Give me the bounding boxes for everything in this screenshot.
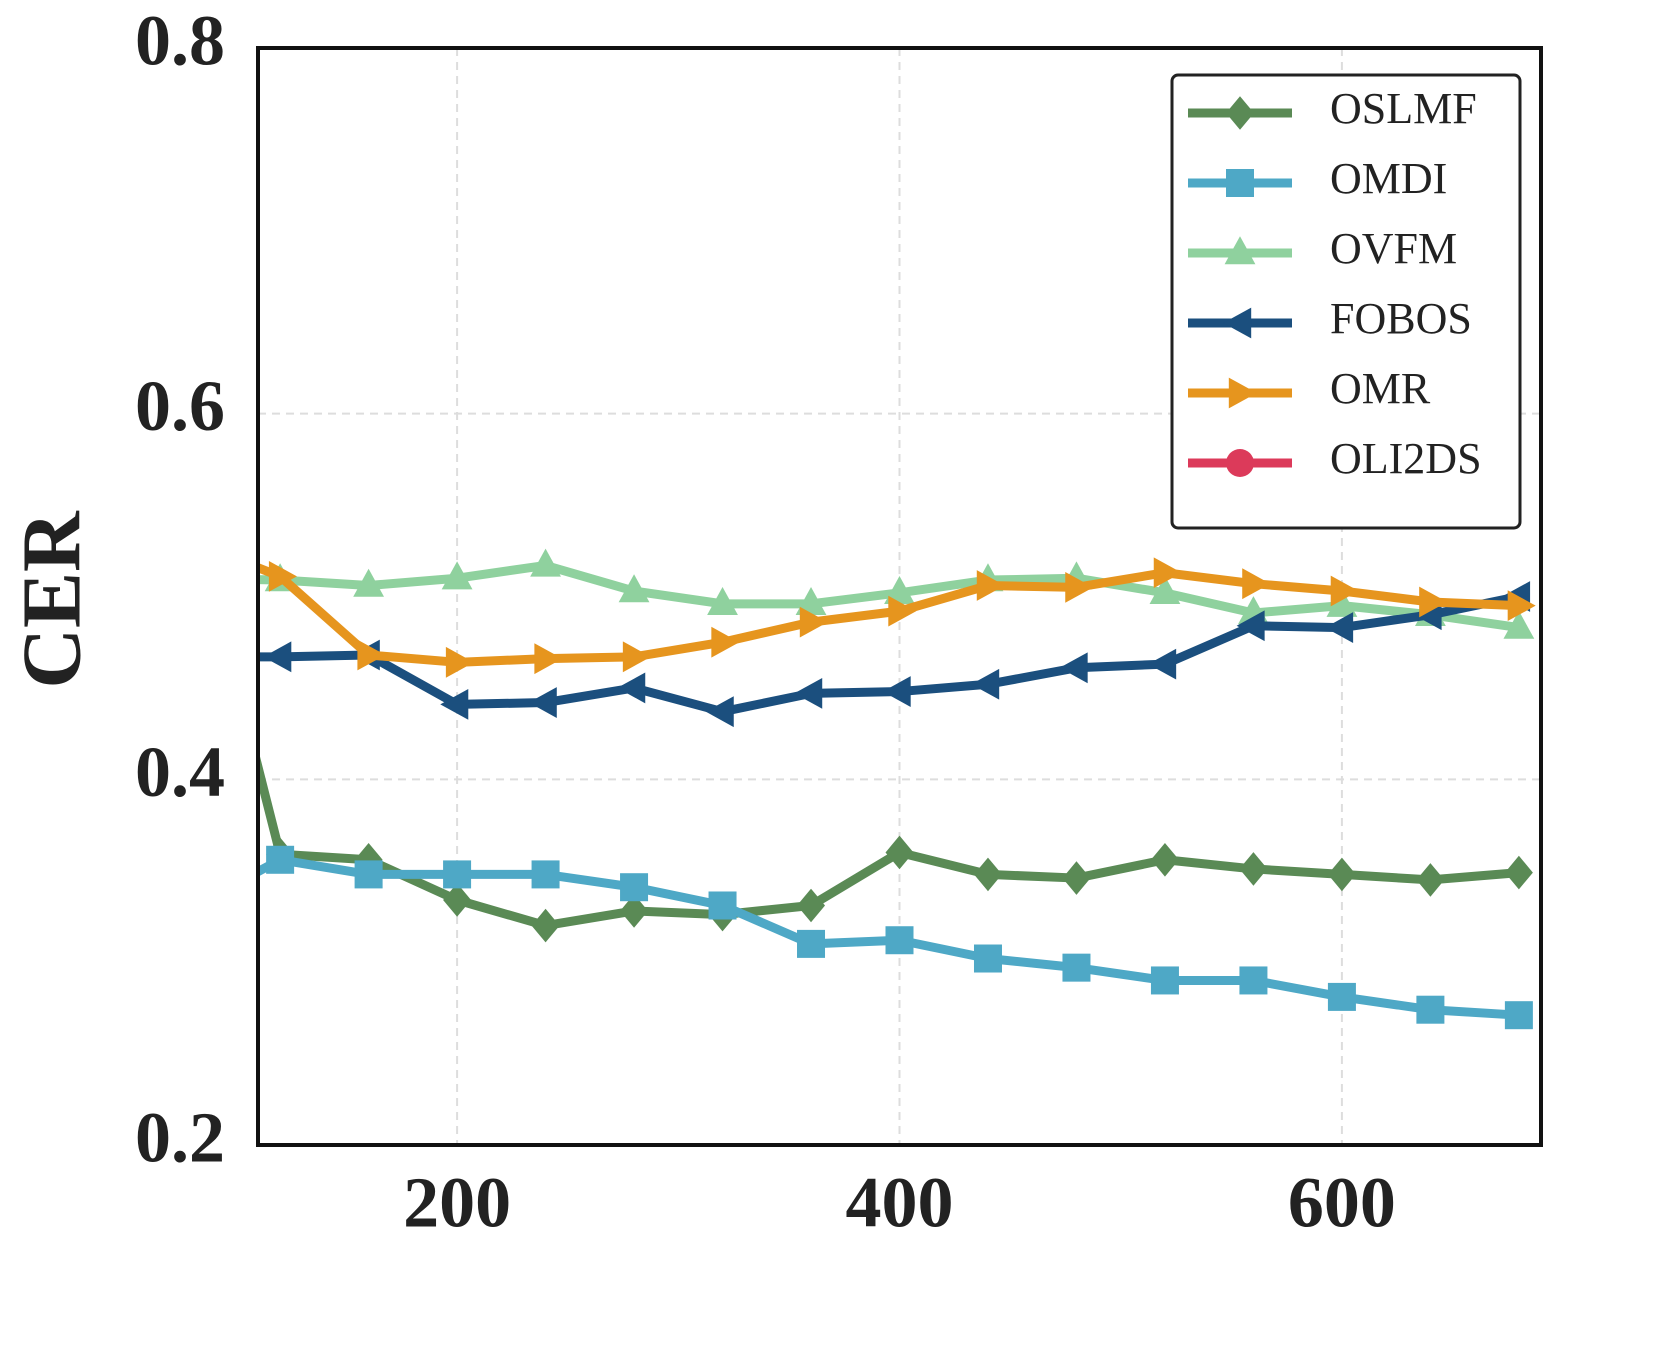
- marker: [1416, 863, 1445, 897]
- marker: [884, 576, 915, 605]
- marker: [1504, 1001, 1533, 1030]
- y-tick-label: 0.6: [135, 366, 225, 446]
- marker: [1224, 236, 1256, 265]
- marker: [1236, 610, 1265, 642]
- marker: [795, 587, 827, 616]
- marker: [534, 643, 563, 675]
- marker: [707, 587, 738, 616]
- legend-label: FOBOS: [1330, 294, 1472, 343]
- marker: [622, 641, 651, 673]
- marker: [180, 526, 208, 557]
- marker: [1326, 588, 1358, 617]
- x-tick-label: 200: [403, 1163, 511, 1243]
- marker: [794, 678, 823, 709]
- marker: [885, 835, 914, 870]
- marker: [268, 560, 297, 592]
- marker: [445, 646, 474, 678]
- marker: [1504, 855, 1533, 890]
- marker: [888, 595, 917, 627]
- marker: [440, 688, 469, 720]
- series-line: [258, 855, 1520, 1020]
- legend-box: [1170, 73, 1522, 530]
- marker: [973, 944, 1002, 973]
- marker: [708, 891, 737, 920]
- marker: [1330, 575, 1359, 607]
- marker: [1149, 576, 1181, 605]
- marker: [885, 926, 914, 955]
- marker: [443, 860, 472, 889]
- legend-label: OLI2DS: [1330, 434, 1482, 483]
- marker: [1327, 982, 1356, 1011]
- marker: [1239, 966, 1268, 995]
- marker: [976, 570, 1005, 601]
- marker: [528, 687, 557, 718]
- marker: [1327, 857, 1356, 892]
- marker: [1507, 590, 1536, 622]
- marker: [1242, 568, 1271, 600]
- legend-label: OVFM: [1330, 224, 1457, 273]
- marker: [711, 626, 740, 658]
- marker: [1065, 571, 1094, 603]
- marker: [1062, 861, 1091, 895]
- marker: [973, 857, 1002, 892]
- y-tick-label: 0.8: [135, 1, 225, 81]
- y-axis-label: CER: [5, 510, 98, 689]
- marker: [443, 883, 472, 917]
- marker: [797, 929, 826, 958]
- marker: [1226, 449, 1254, 477]
- y-tick-label: 0.2: [135, 1098, 225, 1178]
- marker: [178, 893, 206, 921]
- legend-label: OSLMF: [1330, 84, 1477, 133]
- series-line: [258, 562, 1520, 667]
- marker: [618, 574, 650, 603]
- marker: [1228, 377, 1257, 409]
- marker: [530, 548, 561, 577]
- marker: [1325, 612, 1354, 643]
- marker: [531, 860, 560, 889]
- series-line: [258, 560, 1520, 633]
- x-tick-label: 400: [846, 1163, 954, 1243]
- legend-label: OMR: [1330, 364, 1431, 413]
- series-line: [258, 592, 1520, 717]
- marker: [357, 639, 386, 671]
- marker: [1226, 96, 1254, 130]
- series-line: [258, 748, 1520, 931]
- marker: [1226, 169, 1254, 197]
- marker: [617, 672, 646, 704]
- x-tick-label: 600: [1288, 1163, 1396, 1243]
- plot-area: [175, 488, 1536, 1030]
- marker: [266, 845, 295, 874]
- marker: [620, 873, 649, 902]
- marker: [175, 641, 203, 672]
- marker: [799, 606, 828, 638]
- marker: [531, 908, 560, 943]
- marker: [1239, 852, 1268, 886]
- marker: [882, 676, 911, 707]
- marker: [705, 696, 734, 728]
- marker: [441, 561, 473, 590]
- marker: [797, 888, 826, 923]
- marker: [1059, 652, 1088, 684]
- marker: [353, 568, 385, 597]
- marker: [263, 641, 292, 673]
- marker: [1223, 307, 1252, 339]
- marker: [1148, 648, 1177, 680]
- y-tick-label: 0.4: [135, 732, 225, 812]
- marker: [178, 488, 206, 522]
- marker: [1062, 953, 1091, 982]
- marker: [620, 894, 649, 928]
- marker: [1503, 610, 1535, 639]
- marker: [1419, 586, 1448, 618]
- marker: [354, 860, 383, 889]
- plot-frame: [256, 46, 1543, 1147]
- marker: [1416, 995, 1445, 1024]
- legend-label: OMDI: [1330, 154, 1447, 203]
- marker: [1150, 842, 1179, 877]
- marker: [971, 668, 1000, 700]
- marker: [1150, 966, 1179, 995]
- marker: [1153, 557, 1182, 589]
- marker: [176, 561, 207, 589]
